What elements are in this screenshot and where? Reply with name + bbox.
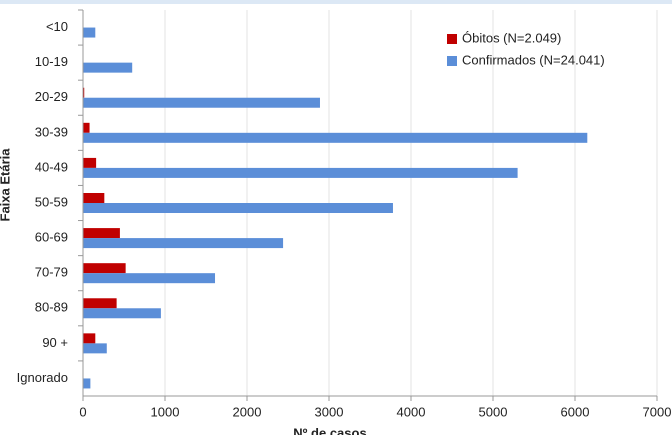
- bar: [83, 62, 133, 73]
- x-tick-label: 2000: [233, 404, 262, 419]
- x-axis-title: Nº de casos: [293, 425, 366, 435]
- x-tick-label: 4000: [397, 404, 426, 419]
- bar: [83, 132, 588, 143]
- y-axis-title: Faixa Etária: [0, 148, 12, 222]
- y-tick-label: 40-49: [35, 159, 68, 174]
- bar: [83, 308, 161, 319]
- x-tick-label: 3000: [315, 404, 344, 419]
- bar: [83, 167, 518, 178]
- bar: [83, 122, 90, 133]
- x-tick-label: 5000: [479, 404, 508, 419]
- y-tick-label: 10-19: [35, 54, 68, 69]
- y-tick-label: 50-59: [35, 194, 68, 209]
- legend-swatch: [447, 56, 457, 66]
- bar: [83, 203, 393, 213]
- x-tick-label: 1000: [151, 404, 180, 419]
- bar: [83, 273, 216, 284]
- bar: [83, 87, 85, 98]
- y-tick-label: 60-69: [35, 230, 68, 245]
- bar: [83, 238, 284, 249]
- bar: [83, 157, 97, 168]
- x-tick-label: 6000: [561, 404, 590, 419]
- x-tick-label: 7000: [643, 404, 672, 419]
- bar: [83, 298, 117, 309]
- legend-label: Confirmados (N=24.041): [462, 52, 605, 67]
- bar: [83, 97, 320, 108]
- bar: [83, 193, 105, 203]
- y-tick-label: <10: [46, 19, 68, 34]
- bar: [83, 378, 91, 389]
- bar: [83, 27, 96, 38]
- y-tick-label: 20-29: [35, 89, 68, 104]
- y-tick-label: 80-89: [35, 300, 68, 315]
- x-tick-label: 0: [79, 404, 86, 419]
- y-tick-label: 90 +: [42, 335, 68, 350]
- bar: [83, 343, 107, 354]
- y-tick-label: 70-79: [35, 265, 68, 280]
- bar: [83, 228, 120, 239]
- bar: [83, 333, 96, 344]
- y-tick-label: Ignorado: [17, 370, 68, 385]
- top-border: [0, 0, 672, 4]
- bar: [83, 263, 126, 274]
- y-tick-label: 30-39: [35, 124, 68, 139]
- legend-label: Óbitos (N=2.049): [462, 30, 561, 45]
- legend-swatch: [447, 34, 457, 44]
